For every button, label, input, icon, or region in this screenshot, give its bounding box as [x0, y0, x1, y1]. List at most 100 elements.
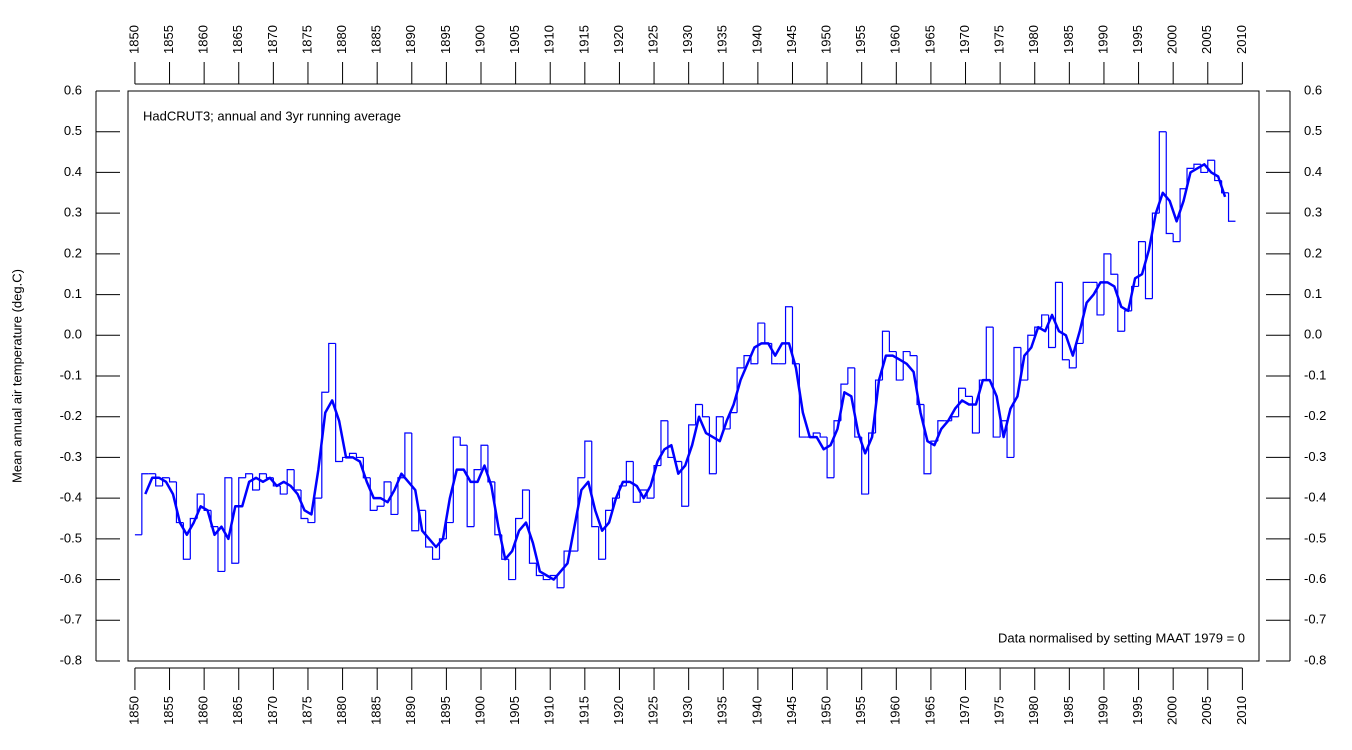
annual-step [1158, 131, 1167, 214]
annual-step [750, 355, 758, 365]
annual-step [764, 323, 772, 345]
annotation: Data normalised by setting MAAT 1979 = 0 [998, 630, 1245, 645]
y-tick-label: -0.4 [60, 490, 82, 505]
annual-step [431, 547, 440, 560]
x-top-tick-label: 1880 [334, 25, 349, 54]
annual-step [355, 453, 364, 459]
y2-tick-label: -0.5 [1304, 530, 1326, 545]
x-top-tick-label: 1890 [403, 25, 418, 54]
x-top-tick-label: 1885 [369, 25, 384, 54]
y2-tick-label: 0.6 [1304, 82, 1322, 97]
x-top-tick-label: 1980 [1026, 25, 1041, 54]
x-tick-label: 1965 [922, 696, 937, 725]
annual-step [314, 497, 322, 523]
x-top-tick-label: 1970 [957, 25, 972, 54]
x-tick-label: 1885 [369, 696, 384, 725]
annual-step [293, 469, 302, 491]
annual-step [1006, 420, 1014, 459]
x-top-tick-label: 2000 [1165, 25, 1180, 54]
annual-step [556, 575, 565, 589]
y-tick-label: -0.5 [60, 530, 82, 545]
x-tick-label: 1875 [299, 696, 314, 725]
annual-step [694, 403, 703, 425]
annual-step [660, 420, 668, 466]
annual-step [791, 306, 800, 365]
annual-step [528, 490, 537, 564]
x-tick-label: 1870 [265, 696, 280, 725]
annual-step [168, 477, 177, 483]
y-tick-label: -0.3 [60, 449, 82, 464]
x-tick-label: 1900 [472, 696, 487, 725]
y2-tick-label: -0.1 [1304, 367, 1326, 382]
y-tick-label: -0.1 [60, 367, 82, 382]
x-tick-label: 1990 [1095, 696, 1110, 725]
annual-step [971, 396, 980, 434]
annual-step [1061, 282, 1070, 361]
annual-step [964, 388, 973, 397]
annual-step [515, 517, 523, 580]
x-tick-label: 1855 [161, 696, 176, 725]
y2-tick-label: -0.4 [1304, 490, 1326, 505]
annual-step [861, 437, 869, 495]
annual-step [390, 481, 398, 516]
annual-step [466, 445, 475, 528]
x-top-tick-label: 1985 [1061, 25, 1076, 54]
x-top-tick-label: 1940 [749, 25, 764, 54]
x-tick-label: 1940 [749, 696, 764, 725]
x-top-tick-label: 1945 [784, 25, 799, 54]
annual-step [1096, 282, 1104, 316]
annual-step [376, 505, 385, 511]
y2-tick-label: -0.7 [1304, 612, 1326, 627]
x-tick-label: 1920 [611, 696, 626, 725]
y-tick-label: -0.6 [60, 571, 82, 586]
x-tick-label: 1935 [715, 696, 730, 725]
annual-step [784, 306, 793, 364]
annual-step [577, 477, 585, 552]
annual-step [279, 485, 288, 495]
x-tick-label: 1905 [507, 696, 522, 725]
y2-tick-label: -0.8 [1304, 652, 1326, 667]
annual-step [383, 481, 392, 507]
y-axis-label: Mean annual air temperature (deg.C) [9, 269, 24, 483]
x-top-tick-label: 1895 [438, 25, 453, 54]
x-tick-label: 1880 [334, 696, 349, 725]
annual-step [1165, 131, 1174, 235]
annual-step [819, 433, 828, 438]
y-tick-label: 0.6 [64, 82, 82, 97]
x-top-tick-label: 1855 [161, 25, 176, 54]
x-tick-label: 1865 [230, 696, 245, 725]
annual-step [1193, 163, 1201, 169]
x-top-tick-label: 1850 [126, 25, 141, 54]
y2-tick-label: 0.1 [1304, 286, 1322, 301]
y2-tick-label: 0.5 [1304, 123, 1322, 138]
x-top-tick-label: 1990 [1095, 25, 1110, 54]
annual-step [307, 518, 315, 524]
annual-step [411, 433, 419, 532]
annual-step [604, 509, 613, 560]
annual-step [521, 489, 530, 519]
annual-step [625, 460, 634, 486]
annual-step [708, 416, 717, 475]
x-tick-label: 1970 [957, 696, 972, 725]
annual-step [251, 473, 260, 491]
annual-step [847, 367, 855, 385]
annual-step [452, 436, 461, 523]
annual-step [217, 526, 225, 573]
x-top-tick-label: 1995 [1130, 25, 1145, 54]
annual-step [1124, 310, 1132, 332]
x-tick-label: 1985 [1061, 696, 1076, 725]
annual-step [1027, 334, 1035, 381]
y-tick-label: -0.2 [60, 408, 82, 423]
annual-step [231, 477, 239, 564]
annual-step [404, 432, 412, 478]
x-tick-label: 1895 [438, 696, 453, 725]
annual-step [909, 351, 918, 357]
annual-step [757, 322, 765, 364]
annual-step [542, 575, 551, 581]
x-tick-label: 1930 [680, 696, 695, 725]
annual-step [224, 477, 232, 572]
chart-title: HadCRUT3; annual and 3yr running average [143, 108, 401, 123]
x-tick-label: 1950 [819, 696, 834, 725]
annual-step [1172, 233, 1181, 243]
